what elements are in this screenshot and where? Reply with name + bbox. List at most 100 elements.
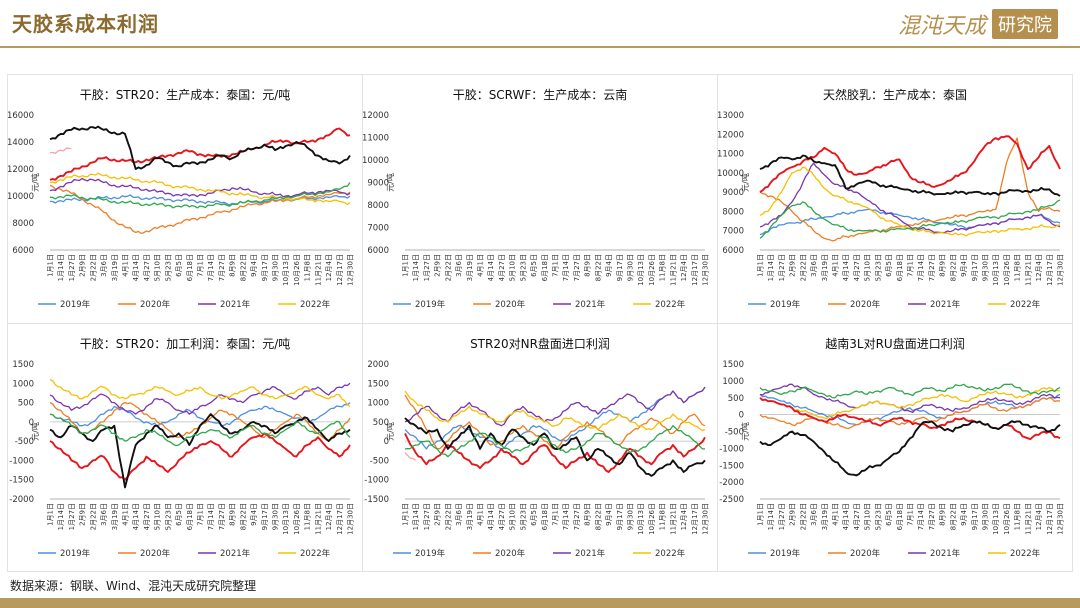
x-tick-label: 2月22日 [89, 503, 97, 530]
y-tick-label: 7000 [367, 224, 389, 234]
legend-label: 2020年 [850, 548, 881, 559]
x-tick-label: 10月13日 [992, 503, 1000, 535]
x-tick-label: 4月1日 [122, 503, 130, 526]
x-tick-label: 10月13日 [637, 254, 645, 286]
x-tick-label: 9月17日 [616, 254, 624, 281]
x-tick-label: 9月17日 [971, 254, 979, 281]
chart-title: 干胶：SCRWF：生产成本：云南 [453, 87, 628, 102]
x-tick-label: 10月26日 [1003, 254, 1011, 286]
x-tick-label: 1月27日 [778, 254, 786, 281]
brand-logo: 混沌天成 研究院 [898, 8, 1058, 40]
x-tick-label: 12月17日 [1046, 503, 1054, 535]
x-tick-label: 4月1日 [832, 503, 840, 526]
x-tick-label: 1月14日 [57, 254, 65, 281]
header-rule [0, 46, 1080, 48]
y-axis-label: 元/吨 [740, 422, 750, 441]
x-tick-label: 4月27日 [143, 503, 151, 530]
legend-label: 2019年 [415, 299, 446, 310]
x-tick-label: 10月13日 [282, 254, 290, 286]
x-tick-label: 3月19日 [821, 254, 829, 281]
series-line [49, 125, 351, 170]
x-tick-label: 3月19日 [466, 503, 474, 530]
legend-label: 2022年 [300, 548, 331, 559]
x-tick-label: 9月4日 [960, 254, 968, 277]
x-tick-label: 2月9日 [434, 503, 442, 526]
x-tick-label: 8月22日 [594, 254, 602, 281]
x-tick-label: 4月1日 [477, 254, 485, 277]
x-tick-label: 9月17日 [616, 503, 624, 530]
y-tick-label: 10000 [8, 192, 34, 202]
x-tick-label: 3月6日 [810, 254, 818, 277]
x-tick-label: 6月18日 [541, 254, 549, 281]
y-tick-label: 6000 [722, 246, 744, 256]
x-tick-label: 7月14日 [562, 503, 570, 530]
legend-label: 2020年 [495, 548, 526, 559]
x-tick-label: 5月10日 [864, 254, 872, 281]
x-tick-label: 1月1日 [757, 254, 765, 277]
x-tick-label: 12月30日 [347, 254, 355, 286]
x-tick-label: 12月17日 [691, 254, 699, 286]
series-line [759, 393, 1061, 426]
x-tick-label: 5月10日 [509, 503, 517, 530]
x-tick-label: 1月27日 [68, 503, 76, 530]
x-tick-label: 10月26日 [1003, 503, 1011, 535]
x-tick-label: 12月4日 [1035, 254, 1043, 281]
series-line [759, 383, 1061, 414]
y-tick-label: 14000 [8, 138, 34, 148]
y-tick-label: -1500 [9, 476, 34, 486]
y-tick-label: 0 [739, 411, 744, 421]
series-line [404, 432, 706, 473]
legend-label: 2019年 [770, 299, 801, 310]
x-tick-label: 12月4日 [680, 254, 688, 281]
x-tick-label: 7月14日 [562, 254, 570, 281]
x-tick-label: 1月14日 [57, 503, 65, 530]
y-tick-label: 0 [29, 418, 34, 428]
x-tick-label: 1月14日 [767, 503, 775, 530]
y-tick-label: -1500 [364, 495, 389, 505]
x-tick-label: 11月21日 [1024, 254, 1032, 286]
x-tick-label: 4月27日 [498, 503, 506, 530]
series-line [404, 386, 706, 427]
x-tick-label: 12月30日 [702, 503, 710, 535]
x-tick-label: 7月27日 [573, 254, 581, 281]
x-tick-label: 1月27日 [423, 503, 431, 530]
x-tick-label: 9月4日 [250, 254, 258, 277]
chart-title: 干胶：STR20：加工利润：泰国：元/吨 [80, 336, 291, 351]
x-tick-label: 1月1日 [47, 254, 55, 277]
y-tick-label: -1000 [719, 444, 744, 454]
series-line [759, 397, 1061, 441]
series-line [759, 386, 1061, 420]
x-tick-label: 11月8日 [304, 503, 312, 530]
x-tick-label: 8月22日 [949, 503, 957, 530]
chart-title: 干胶：STR20：生产成本：泰国：元/吨 [80, 87, 291, 102]
x-tick-label: 9月17日 [971, 503, 979, 530]
y-tick-label: 8000 [367, 201, 389, 211]
page-header: 天胶系成本利润 混沌天成 研究院 [0, 0, 1080, 48]
x-tick-label: 2月9日 [434, 254, 442, 277]
x-tick-label: 5月10日 [154, 254, 162, 281]
x-tick-label: 6月18日 [186, 503, 194, 530]
x-tick-label: 9月30日 [982, 503, 990, 530]
x-tick-label: 7月14日 [917, 503, 925, 530]
x-tick-label: 12月17日 [336, 254, 344, 286]
chart-str20-profit: 干胶：STR20：加工利润：泰国：元/吨 1500 1000 500 0 -500 -100… [8, 324, 362, 572]
x-tick-label: 3月6日 [100, 254, 108, 277]
x-tick-label: 12月30日 [702, 254, 710, 286]
y-tick-label: 9000 [367, 179, 389, 189]
x-tick-label: 10月13日 [637, 503, 645, 535]
x-tick-label: 3月6日 [810, 503, 818, 526]
x-tick-label: 7月27日 [218, 503, 226, 530]
x-tick-label: 2月22日 [89, 254, 97, 281]
x-tick-label: 11月21日 [314, 503, 322, 535]
x-tick-label: 11月8日 [1014, 503, 1022, 530]
y-tick-label: -500 [725, 428, 744, 438]
y-tick-label: -1500 [719, 461, 744, 471]
x-tick-label: 4月27日 [853, 503, 861, 530]
legend-label: 2019年 [60, 548, 91, 559]
x-tick-label: 1月27日 [778, 503, 786, 530]
x-tick-label: 4月14日 [487, 254, 495, 281]
brand-text: 混沌天成 [897, 14, 986, 39]
x-tick-label: 1月14日 [412, 254, 420, 281]
y-axis-label: 元/吨 [385, 422, 395, 441]
y-tick-label: 7000 [722, 227, 744, 237]
